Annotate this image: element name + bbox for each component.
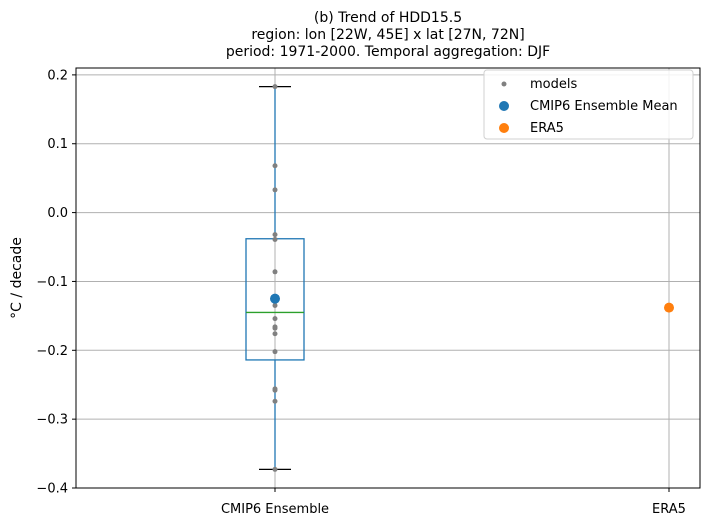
model-point (272, 398, 278, 404)
model-point (272, 325, 278, 331)
y-tick-label: 0.2 (47, 68, 68, 83)
data-points (270, 84, 674, 472)
legend-label-era5: ERA5 (530, 121, 564, 136)
y-tick-label: −0.4 (36, 482, 68, 497)
y-tick-label: 0.0 (47, 206, 68, 221)
legend-frame (483, 69, 694, 140)
plot-frame (75, 67, 701, 489)
model-point (272, 303, 278, 309)
y-tick-label: −0.3 (36, 413, 68, 428)
x-tick-label: CMIP6 Ensemble (221, 502, 329, 517)
model-point (272, 84, 278, 90)
legend-marker-ensemble-mean (499, 101, 509, 111)
model-point (272, 466, 278, 472)
axis-ticks: −0.4 −0.3 −0.2 −0.1 0.0 0.1 0.2 CMIP6 Ensemble E… (36, 68, 686, 517)
chart-title: (b) Trend of HDD15.5 region: lon [22W, 4… (226, 10, 550, 60)
legend-marker-models (501, 81, 507, 87)
model-point (272, 331, 278, 337)
y-tick-label: −0.1 (36, 275, 68, 290)
y-tick-label: −0.2 (36, 344, 68, 359)
y-tick-label: 0.1 (47, 137, 68, 152)
ensemble-mean-point (270, 293, 280, 304)
legend-marker-era5 (499, 123, 509, 133)
chart-title-line-1: (b) Trend of HDD15.5 (314, 10, 462, 26)
legend: models CMIP6 Ensemble Mean ERA5 (483, 69, 694, 140)
y-axis-label: °C / decade (9, 237, 25, 319)
model-point (272, 269, 278, 275)
model-point (272, 187, 278, 193)
model-point (272, 236, 278, 242)
legend-label-models: models (530, 77, 577, 92)
era5-point (664, 302, 674, 313)
chart-title-line-3: period: 1971-2000. Temporal aggregation:… (226, 44, 550, 60)
chart-title-line-2: region: lon [22W, 45E] x lat [27N, 72N] (251, 27, 524, 43)
grid (76, 68, 700, 489)
model-point (272, 349, 278, 355)
model-point (272, 387, 278, 393)
legend-label-ensemble-mean: CMIP6 Ensemble Mean (530, 99, 678, 114)
x-tick-label: ERA5 (652, 502, 686, 517)
model-point (272, 163, 278, 169)
model-point (272, 316, 278, 322)
model-point (272, 232, 278, 238)
